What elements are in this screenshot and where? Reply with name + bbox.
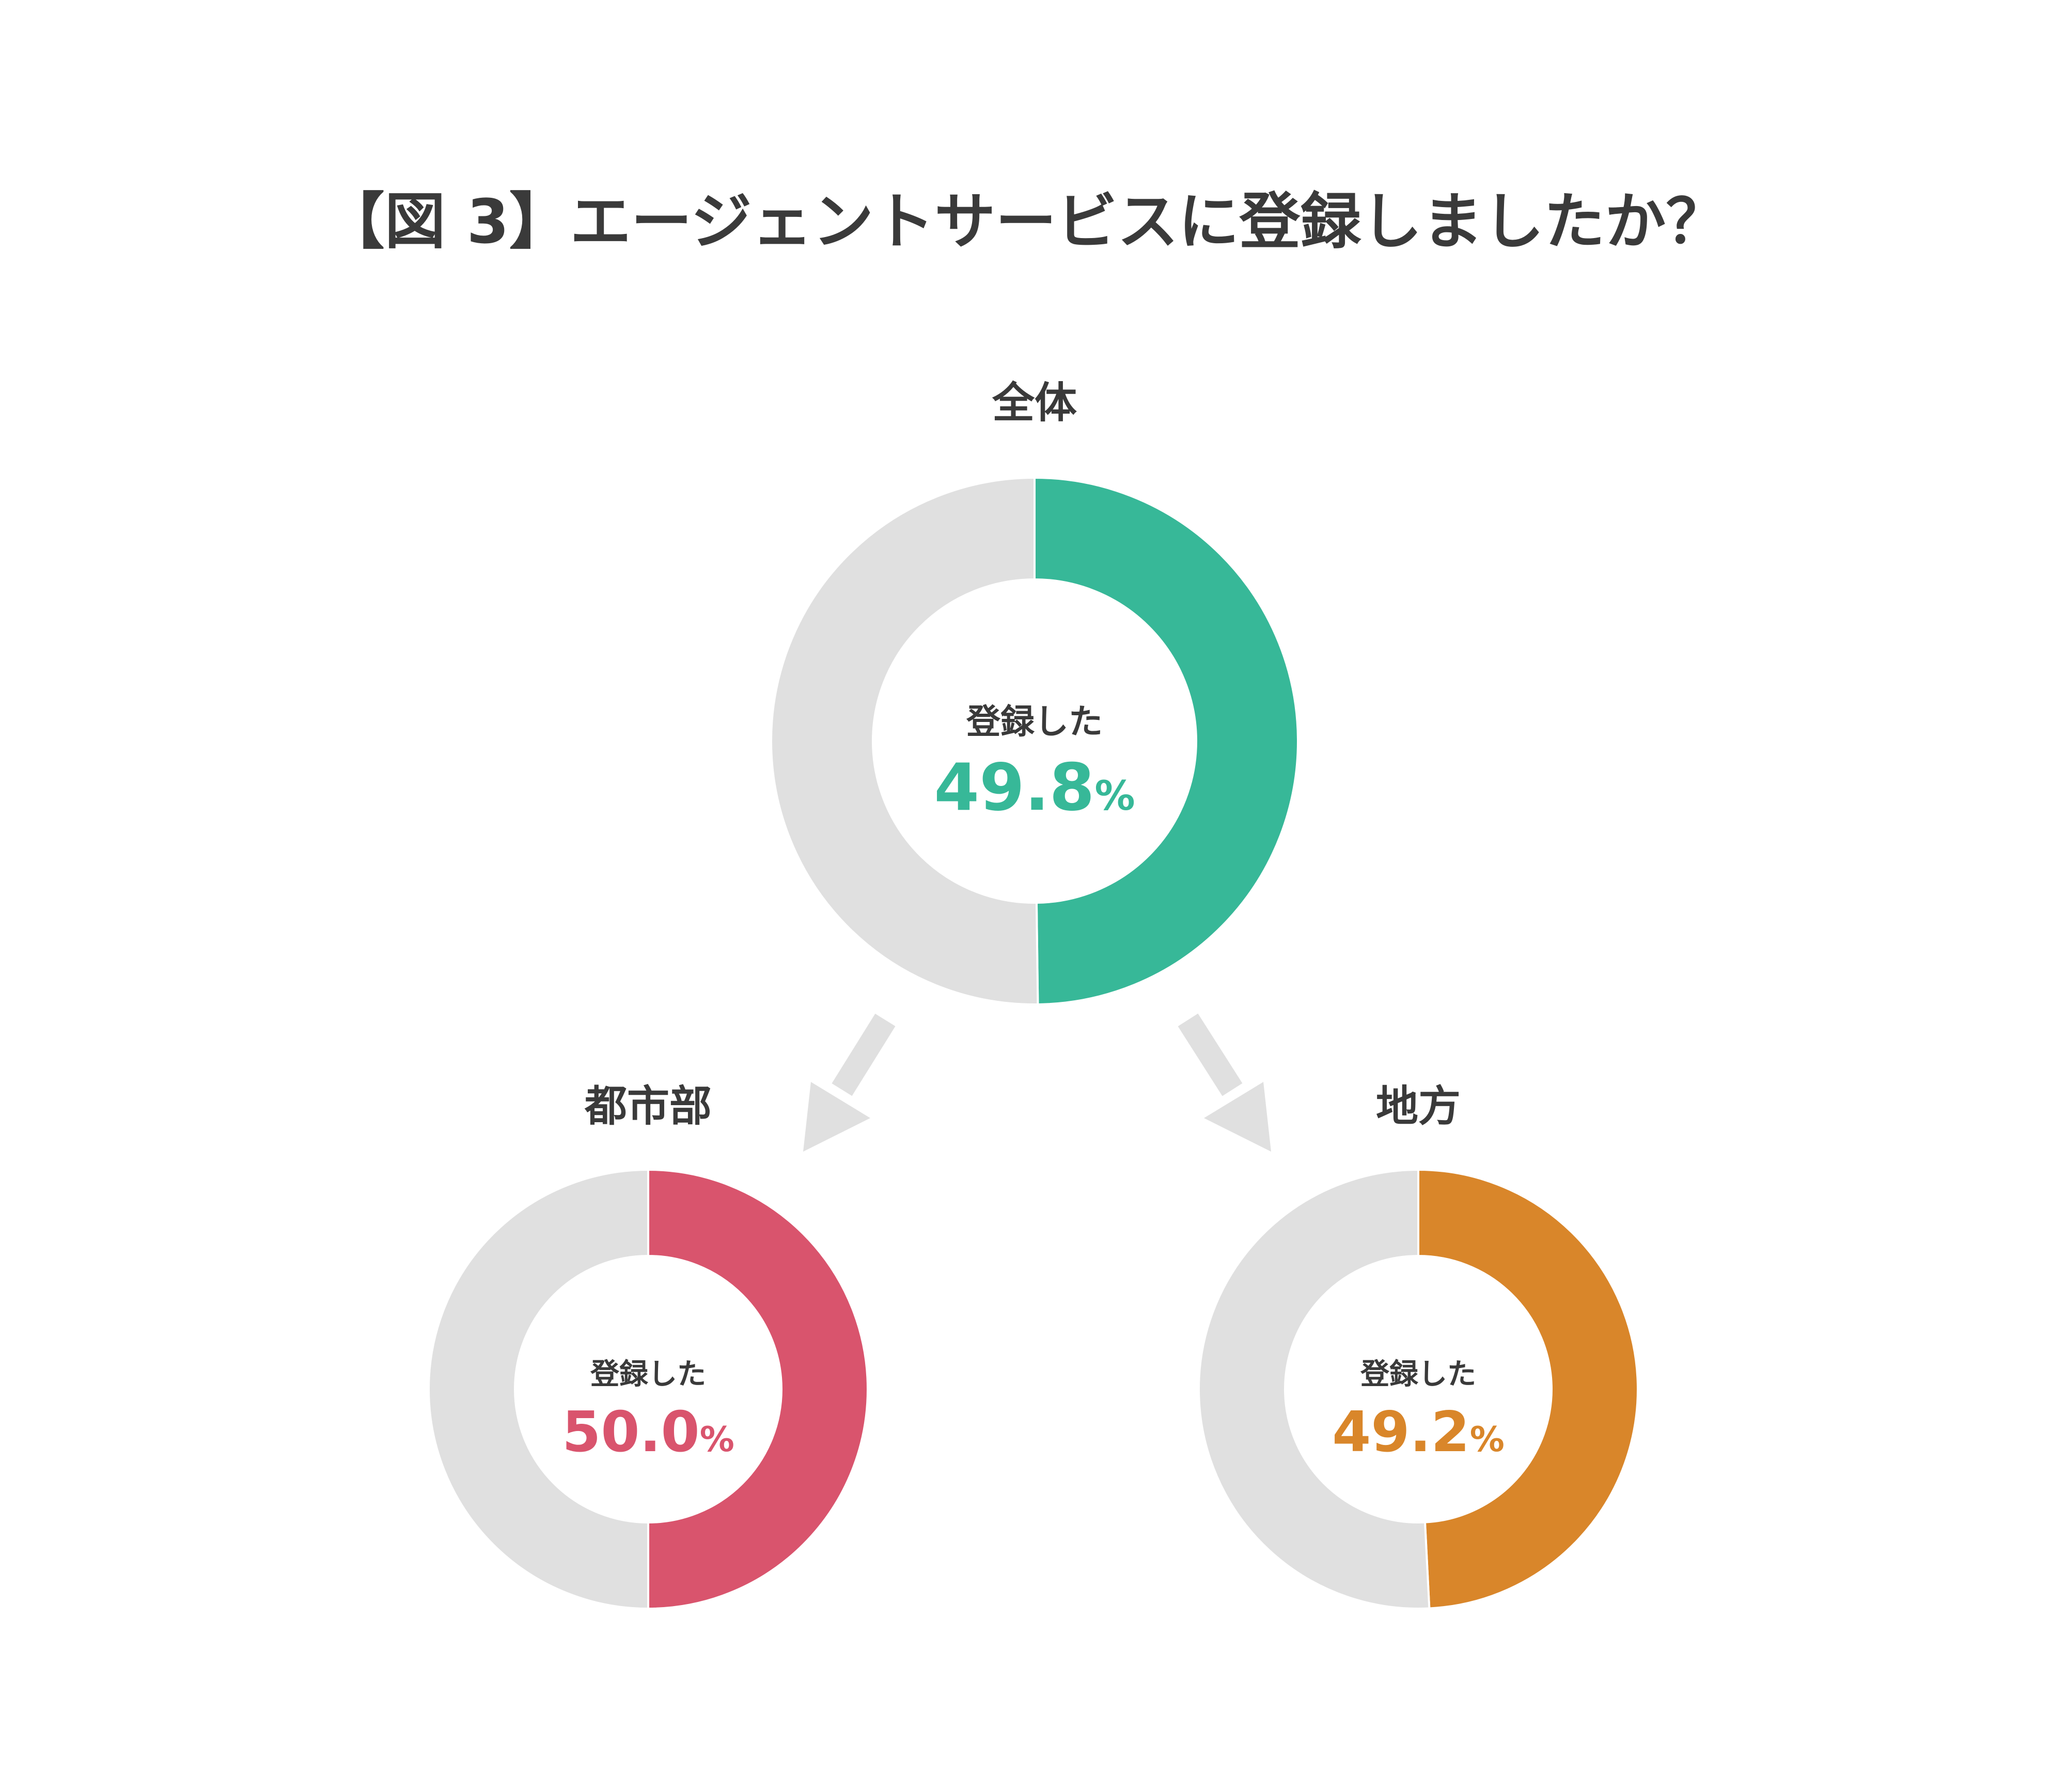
- center-value-urban: 50.0%: [562, 1400, 734, 1465]
- value-number-urban: 50.0: [562, 1400, 699, 1465]
- donut-chart-urban: 都市部 登録した 50.0%: [428, 1082, 869, 1610]
- donut-slice-registered-urban: [647, 1168, 869, 1610]
- donut-chart-overall: 全体 登録した 49.8%: [770, 379, 1299, 1005]
- arrow-to-urban: [803, 1013, 896, 1152]
- group-label-regional: 地方: [1376, 1082, 1461, 1131]
- donut-slice-remainder-urban: [428, 1168, 649, 1610]
- arrow-shaft-urban: [832, 1013, 896, 1096]
- group-label-urban: 都市部: [584, 1082, 712, 1131]
- donut-chart-regional: 地方 登録した 49.2%: [1197, 1082, 1639, 1610]
- center-value-regional: 49.2%: [1332, 1400, 1505, 1465]
- value-number-overall: 49.8: [934, 749, 1094, 825]
- donut-slices-overall: [770, 476, 1299, 1005]
- donut-slice-remainder-regional: [1197, 1168, 1431, 1610]
- donut-slices-regional: [1197, 1168, 1639, 1610]
- donut-slices-urban: [428, 1168, 869, 1610]
- chart-title: 【図 3】エージェントサービスに登録しましたか？: [324, 186, 1727, 257]
- center-value-overall: 49.8%: [934, 749, 1135, 825]
- center-label-overall: 登録した: [966, 702, 1103, 742]
- value-unit-regional: %: [1470, 1419, 1505, 1459]
- arrow-head-regional: [1204, 1082, 1271, 1152]
- arrow-shaft-regional: [1178, 1013, 1243, 1096]
- value-unit-urban: %: [700, 1419, 734, 1459]
- arrow-head-urban: [803, 1082, 870, 1152]
- center-label-urban: 登録した: [590, 1358, 706, 1391]
- value-number-regional: 49.2: [1332, 1400, 1469, 1465]
- donut-slice-registered-overall: [1034, 476, 1299, 1005]
- donut-slice-registered-regional: [1417, 1168, 1639, 1610]
- center-label-regional: 登録した: [1360, 1358, 1476, 1391]
- arrow-to-regional: [1178, 1013, 1271, 1152]
- donut-slice-remainder-overall: [770, 476, 1039, 1005]
- value-unit-overall: %: [1094, 773, 1135, 820]
- group-label-overall: 全体: [992, 379, 1077, 428]
